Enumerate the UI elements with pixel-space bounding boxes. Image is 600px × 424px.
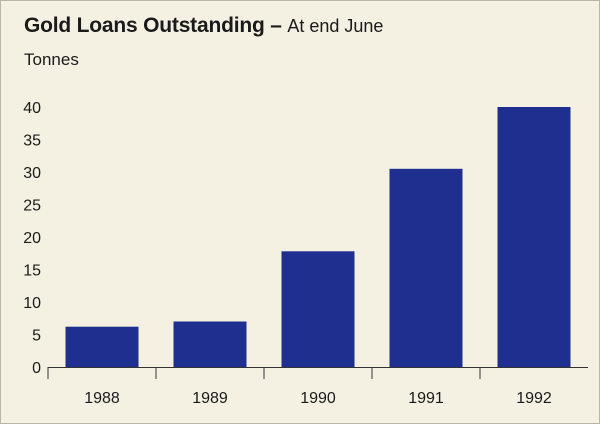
bar-1992 (497, 107, 571, 367)
y-tick-label: 0 (32, 360, 41, 377)
y-axis: 0 5 10 15 20 25 30 35 40 (23, 100, 41, 377)
x-tick-label: 1988 (84, 390, 120, 407)
y-tick-label: 15 (23, 263, 41, 280)
chart-title: Gold Loans Outstanding – At end June (24, 14, 383, 38)
y-axis-unit: Tonnes (24, 50, 79, 69)
x-tick-label: 1991 (408, 390, 444, 407)
bar-1991 (389, 168, 463, 368)
y-tick-label: 20 (23, 230, 41, 247)
y-tick-label: 40 (23, 100, 41, 117)
y-tick-label: 10 (23, 295, 41, 312)
y-tick-label: 35 (23, 133, 41, 150)
chart-title-main: Gold Loans Outstanding (24, 14, 265, 37)
y-tick-label: 30 (23, 165, 41, 182)
x-tick-label: 1992 (516, 390, 552, 407)
chart-title-dash: – (264, 14, 288, 37)
x-tick-label: 1989 (192, 390, 228, 407)
bar-1988 (65, 326, 139, 367)
bar-1989 (173, 321, 247, 367)
bar-1990 (281, 251, 355, 367)
y-tick-label: 25 (23, 198, 41, 215)
bars-group (65, 107, 571, 368)
y-tick-label: 5 (32, 328, 41, 345)
chart-subtitle: At end June (287, 16, 384, 36)
x-tick-label: 1990 (300, 390, 336, 407)
x-axis: 1988 1989 1990 1991 1992 (47, 367, 588, 407)
